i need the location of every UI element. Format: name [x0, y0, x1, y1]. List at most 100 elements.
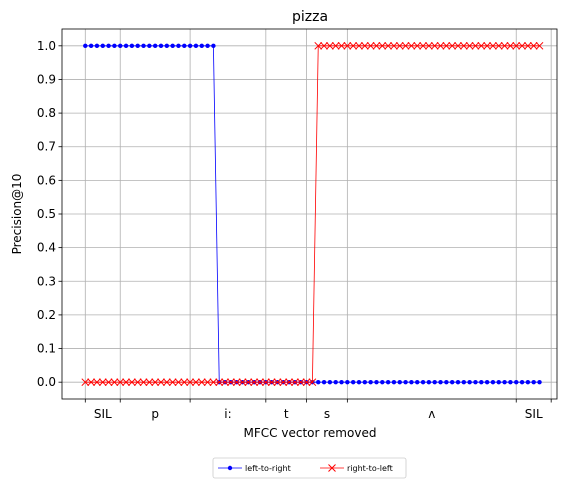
data-point [395, 41, 404, 50]
y-tick-label: 0.9 [37, 72, 56, 86]
data-point [484, 379, 490, 385]
data-point [87, 378, 95, 387]
data-point [145, 378, 154, 387]
y-tick-label: 0.8 [37, 106, 56, 120]
data-point [192, 378, 200, 387]
data-point [432, 379, 437, 385]
data-point [514, 379, 519, 385]
data-point [449, 379, 455, 385]
legend-label-right-to-left: right-to-left [347, 464, 393, 473]
data-point [122, 378, 130, 387]
data-point [158, 43, 164, 49]
data-point [98, 378, 107, 387]
data-point [479, 379, 484, 385]
data-point [316, 379, 321, 385]
x-tick-label: t [284, 407, 289, 421]
data-point [320, 41, 328, 50]
data-point [360, 41, 369, 50]
y-tick-label: 0.1 [37, 342, 56, 356]
data-point [494, 41, 503, 50]
data-point [129, 43, 135, 49]
data-point [128, 378, 136, 387]
data-point [193, 43, 199, 49]
data-point [459, 41, 468, 50]
data-point [273, 378, 282, 387]
data-point [112, 43, 117, 49]
legend-label-left-to-right: left-to-right [245, 464, 291, 473]
data-point [519, 379, 525, 385]
y-tick-label: 0.0 [37, 375, 56, 389]
data-point [279, 378, 288, 387]
legend-marker-right-to-left [328, 464, 336, 472]
data-point [531, 379, 536, 385]
series-layer [81, 41, 544, 387]
data-point [88, 43, 94, 49]
data-point [232, 378, 241, 387]
data-point [477, 41, 486, 50]
data-point [403, 379, 408, 385]
data-point [83, 43, 88, 49]
data-point [133, 378, 142, 387]
y-axis-label: Precision@10 [10, 174, 24, 255]
data-point [141, 43, 146, 49]
data-point [302, 378, 311, 387]
data-point [162, 378, 171, 387]
x-tick-label: ʌ [428, 407, 435, 421]
data-point [339, 379, 344, 385]
data-point [116, 378, 125, 387]
data-point [176, 43, 181, 49]
data-point [471, 41, 480, 50]
grid-lines [62, 29, 557, 399]
data-point [333, 379, 338, 385]
data-point [244, 378, 253, 387]
data-point [397, 379, 402, 385]
data-point [407, 41, 416, 50]
data-point [123, 43, 129, 49]
data-point [362, 379, 368, 385]
data-point [444, 379, 449, 385]
data-point [331, 41, 340, 50]
data-point [296, 378, 305, 387]
y-tick-label: 0.6 [37, 173, 56, 187]
y-tick-label: 0.3 [37, 274, 56, 288]
data-point [152, 43, 158, 49]
data-point [168, 378, 177, 387]
data-point [496, 379, 501, 385]
y-axis: 0.0 0.1 0.2 0.3 0.4 0.5 0.6 0.7 0.8 0.9 1.0 [37, 39, 62, 389]
data-point [524, 41, 532, 50]
data-point [110, 378, 119, 387]
data-point [94, 43, 100, 49]
data-point [250, 378, 259, 387]
data-point [384, 41, 392, 50]
legend: left-to-right right-to-left [212, 457, 407, 479]
y-tick-label: 0.2 [37, 308, 56, 322]
data-point [374, 379, 379, 385]
data-point [93, 378, 101, 387]
data-point [426, 379, 432, 385]
data-point [473, 379, 478, 385]
data-point [151, 378, 160, 387]
data-point [506, 41, 515, 50]
data-point [535, 41, 544, 50]
data-point [537, 379, 542, 385]
x-axis: SIL p i: t s ʌ SIL [84, 399, 552, 421]
legend-frame [212, 457, 407, 479]
data-point [529, 41, 538, 50]
data-point [174, 378, 183, 387]
data-point [465, 41, 474, 50]
data-point [337, 41, 346, 50]
data-point [372, 41, 381, 50]
data-point [385, 379, 391, 385]
data-point [118, 43, 123, 49]
y-tick-label: 0.4 [37, 241, 56, 255]
data-point [326, 41, 334, 50]
data-point [368, 379, 373, 385]
data-point [512, 41, 521, 50]
data-point [211, 43, 216, 49]
data-point [327, 379, 333, 385]
data-point [490, 379, 496, 385]
data-point [81, 378, 90, 387]
x-tick-label: SIL [525, 407, 543, 421]
data-point [100, 43, 105, 49]
data-point [380, 379, 385, 385]
